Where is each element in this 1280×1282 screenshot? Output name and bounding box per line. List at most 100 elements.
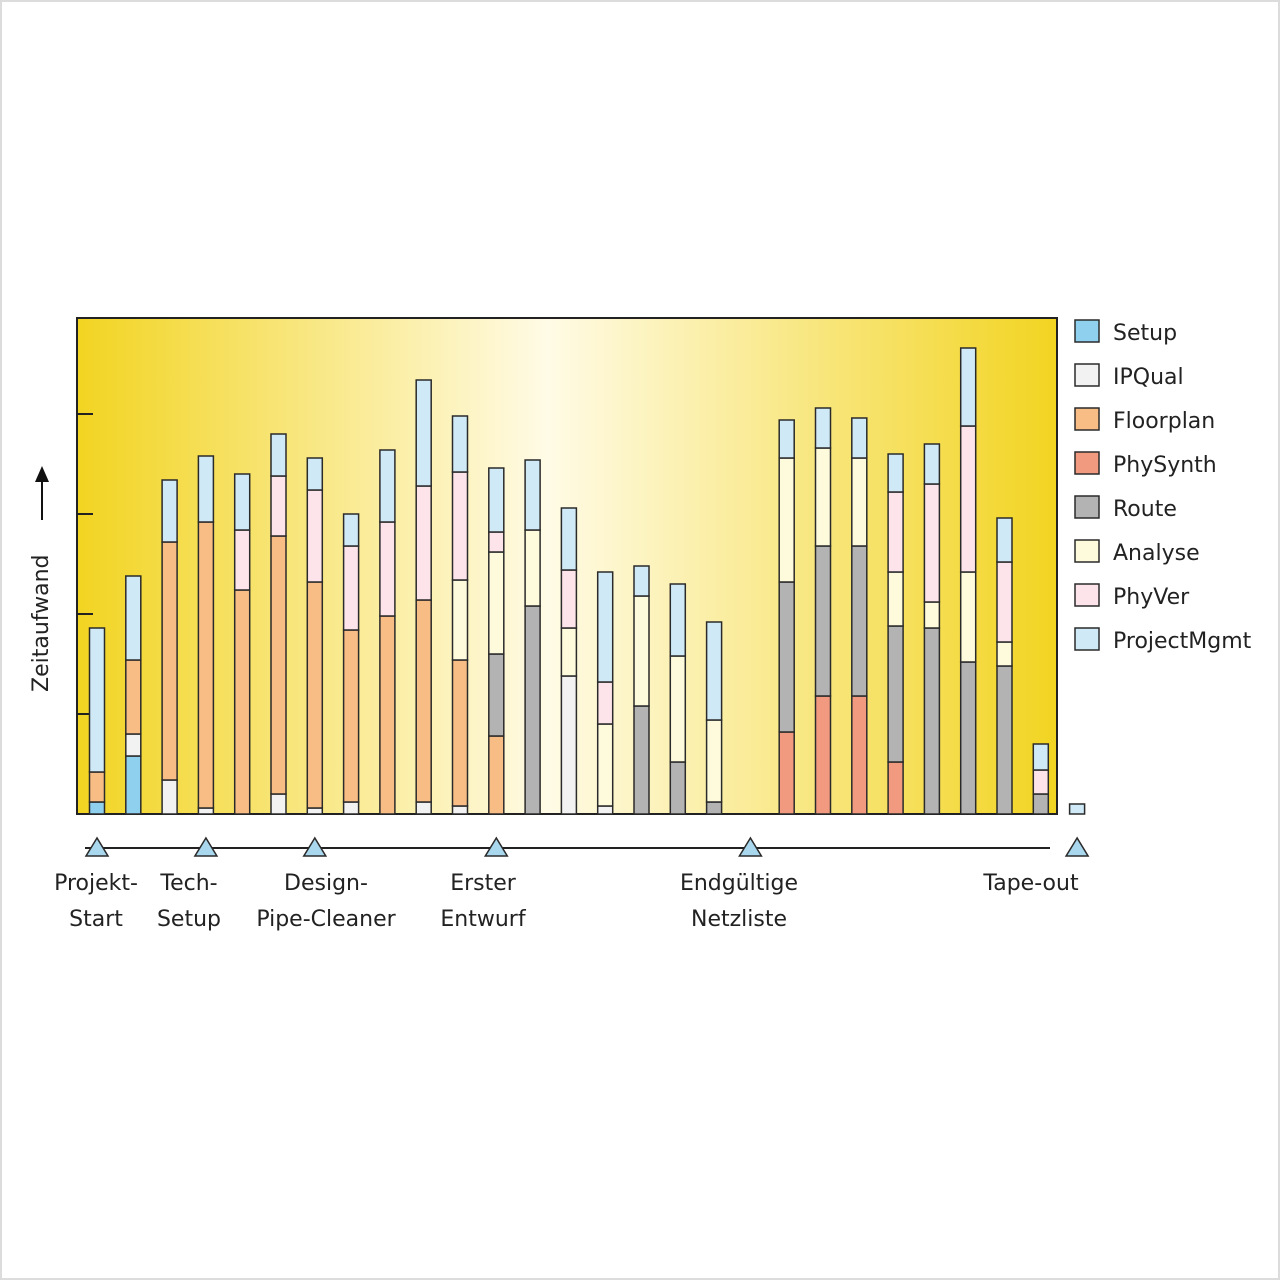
bar-segment-floorplan xyxy=(125,659,142,735)
bar-segment-projectmgmt xyxy=(1068,803,1086,815)
bar-segment-phyver xyxy=(560,569,578,629)
milestone-label: Start xyxy=(69,907,123,932)
bar-segment-projectmgmt xyxy=(125,575,142,661)
bar-segment-setup xyxy=(88,801,106,815)
bar-segment-projectmgmt xyxy=(342,513,360,547)
y-axis-label-group: Zeitaufwand xyxy=(29,466,54,692)
bar-segment-analyse xyxy=(923,601,941,629)
milestone-label: Projekt- xyxy=(54,871,138,896)
bar-segment-projectmgmt xyxy=(161,479,178,543)
bar-segment-route xyxy=(524,605,541,815)
bar-segment-analyse xyxy=(596,723,614,807)
milestone-marker xyxy=(738,836,763,857)
bar-segment-ipqual xyxy=(596,805,614,815)
bar-segment-projectmgmt xyxy=(705,621,723,721)
bar-segment-physynth xyxy=(887,761,904,815)
legend-label: Route xyxy=(1113,497,1177,522)
bar-segment-projectmgmt xyxy=(233,473,251,531)
bar-segment-ipqual xyxy=(451,805,469,815)
legend-swatch xyxy=(1074,495,1100,519)
legend-label: ProjectMgmt xyxy=(1113,629,1252,654)
bars xyxy=(88,347,1086,815)
y-axis-label: Zeitaufwand xyxy=(29,554,54,692)
bar-segment-floorplan xyxy=(197,521,215,809)
legend-label: IPQual xyxy=(1113,365,1184,390)
bar-segment-route xyxy=(488,653,505,737)
bar-segment-projectmgmt xyxy=(923,443,941,485)
bar-segment-projectmgmt xyxy=(669,583,687,657)
legend-swatch xyxy=(1074,319,1100,343)
bar-segment-projectmgmt xyxy=(778,419,795,459)
legend-swatch xyxy=(1074,627,1100,651)
bar-segment-phyver xyxy=(959,425,977,573)
milestone-label: Netzliste xyxy=(691,907,787,932)
bar-segment-phyver xyxy=(233,529,251,591)
bar-segment-phyver xyxy=(488,531,505,553)
milestone-label: Entwurf xyxy=(440,907,526,932)
bar-segment-analyse xyxy=(705,719,723,803)
bar-segment-phyver xyxy=(923,483,941,603)
bar-segment-projectmgmt xyxy=(633,565,650,597)
bar-segment-projectmgmt xyxy=(851,417,868,459)
bar-segment-floorplan xyxy=(488,735,505,815)
bar-segment-analyse xyxy=(451,579,469,661)
legend-swatch xyxy=(1074,451,1100,475)
legend-label: Floorplan xyxy=(1113,409,1215,434)
milestone-marker xyxy=(84,836,110,857)
bar-segment-projectmgmt xyxy=(959,347,977,427)
milestone-label: Erster xyxy=(450,871,517,896)
bar-segment-phyver xyxy=(306,489,324,583)
bar-segment-route xyxy=(705,801,723,815)
bar-segment-projectmgmt xyxy=(814,407,832,449)
bar-segment-floorplan xyxy=(161,541,178,781)
bar-segment-floorplan xyxy=(342,629,360,803)
bar-segment-floorplan xyxy=(451,659,469,807)
bar-segment-floorplan xyxy=(270,535,287,795)
milestone-label: Tech- xyxy=(159,871,217,896)
bar-segment-phyver xyxy=(1032,769,1050,795)
milestone-marker xyxy=(1064,836,1090,857)
bar-segment-ipqual xyxy=(342,801,360,815)
bar-segment-route xyxy=(996,665,1013,815)
bar-segment-route xyxy=(851,545,868,697)
milestone-timeline: Projekt- Start Tech- Setup Design- Pipe-Clean… xyxy=(54,836,1090,932)
bar-segment-phyver xyxy=(342,545,360,631)
bar-segment-floorplan xyxy=(88,771,106,803)
bar-segment-floorplan xyxy=(233,589,251,815)
bar-segment-projectmgmt xyxy=(415,379,432,487)
bar-segment-phyver xyxy=(996,561,1013,643)
legend-label: Analyse xyxy=(1113,541,1200,566)
bar-segment-projectmgmt xyxy=(306,457,324,491)
milestone-label: Design- xyxy=(284,871,368,896)
bar-segment-projectmgmt xyxy=(379,449,396,523)
bar-segment-ipqual xyxy=(560,675,578,815)
legend: Setup IPQual Floorplan PhySynth Route Analyse… xyxy=(1074,319,1252,654)
bar-segment-route xyxy=(778,581,795,733)
bar-segment-projectmgmt xyxy=(1032,743,1050,771)
bar-segment-route xyxy=(633,705,650,815)
bar-segment-analyse xyxy=(887,571,904,627)
milestone-label: Setup xyxy=(157,907,221,932)
bar-segment-analyse xyxy=(778,457,795,583)
bar-segment-analyse xyxy=(524,529,541,607)
bar-segment-phyver xyxy=(415,485,432,601)
bar-segment-projectmgmt xyxy=(197,455,215,523)
bar-segment-projectmgmt xyxy=(996,517,1013,563)
milestone-label: Endgültige xyxy=(680,871,798,896)
milestone-label: Pipe-Cleaner xyxy=(256,907,396,932)
milestone-label: Tape-out xyxy=(982,871,1079,896)
bar-segment-physynth xyxy=(851,695,868,815)
bar-segment-analyse xyxy=(851,457,868,547)
bar-segment-projectmgmt xyxy=(524,459,541,531)
bar-segment-projectmgmt xyxy=(887,453,904,493)
bar-segment-route xyxy=(887,625,904,763)
legend-label: Setup xyxy=(1113,321,1177,346)
bar-segment-analyse xyxy=(814,447,832,547)
bar-segment-floorplan xyxy=(379,615,396,815)
bar-segment-setup xyxy=(125,755,142,815)
bar-segment-projectmgmt xyxy=(488,467,505,533)
bar-segment-route xyxy=(669,761,687,815)
bar-segment-analyse xyxy=(996,641,1013,667)
